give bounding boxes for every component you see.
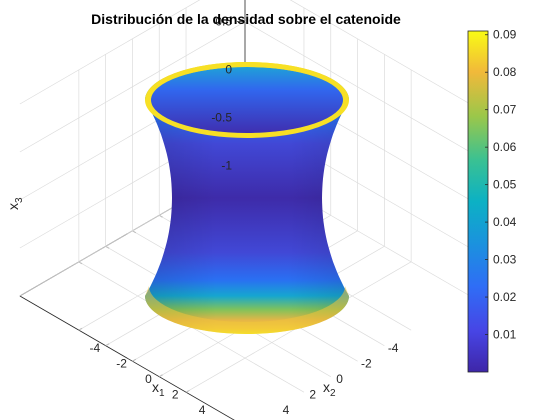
gridline-x3-back (19, 21, 246, 153)
colorbar-tick-label: 0.05 (493, 178, 517, 192)
gridline-x3-left (289, 0, 471, 105)
x3-tick-label: 0.5 (215, 15, 232, 29)
x2-tick-labels: -4 -2 0 2 4 (90, 341, 206, 417)
catenoid-bottom-rim (145, 286, 349, 334)
gridline-x3-left (244, 21, 471, 153)
catenoid-interior (151, 67, 343, 133)
gridline-x3-back (19, 0, 201, 105)
axis-x2-line (19, 295, 235, 420)
x1-axis-label: x1 (152, 379, 165, 399)
chart-title: Distribución de la densidad sobre el cat… (91, 11, 401, 27)
colorbar-tick-label: 0.06 (493, 140, 517, 154)
colorbar-tick-label: 0.01 (493, 328, 517, 342)
x1-tick-label: -2 (361, 357, 372, 371)
colorbar-tick-label: 0.09 (493, 28, 517, 42)
colorbar-ticks: 0.01 0.02 0.03 0.04 0.05 0.06 0.07 0.08 0.09 (485, 28, 517, 342)
x1-tick-label: -4 (388, 341, 399, 355)
x1-tick-label: 2 (309, 388, 316, 402)
colorbar-tick-label: 0.07 (493, 103, 517, 117)
colorbar-tick-label: 0.08 (493, 65, 517, 79)
colorbar: 0.01 0.02 0.03 0.04 0.05 0.06 0.07 0.08 0.09 (467, 28, 517, 373)
x2-tick-label: 0 (145, 372, 152, 386)
x3-tick-labels: -1-0.500.51 (211, 15, 232, 173)
x1-tick-label: 4 (283, 403, 290, 417)
colorbar-fill (467, 30, 489, 373)
x1-tick-labels: -4 -2 0 2 4 (283, 341, 399, 417)
colorbar-tick-label: 0.02 (493, 290, 517, 304)
x2-tick-label: 2 (172, 388, 179, 402)
catenoid-surface (145, 62, 349, 334)
x2-axis-label: x2 (323, 379, 336, 399)
x3-tick-label: -0.5 (211, 111, 232, 125)
x1-tick-label: 0 (336, 372, 343, 386)
colorbar-tick-label: 0.03 (493, 253, 517, 267)
x2-tick-label: 4 (199, 403, 206, 417)
colorbar-tick-label: 0.04 (493, 215, 517, 229)
x3-axis-label: x3 (5, 197, 25, 210)
x2-tick-label: -2 (116, 357, 127, 371)
x3-tick-label: 0 (225, 63, 232, 77)
x3-tick-label: -1 (221, 159, 232, 173)
x2-tick-label: -4 (90, 341, 101, 355)
